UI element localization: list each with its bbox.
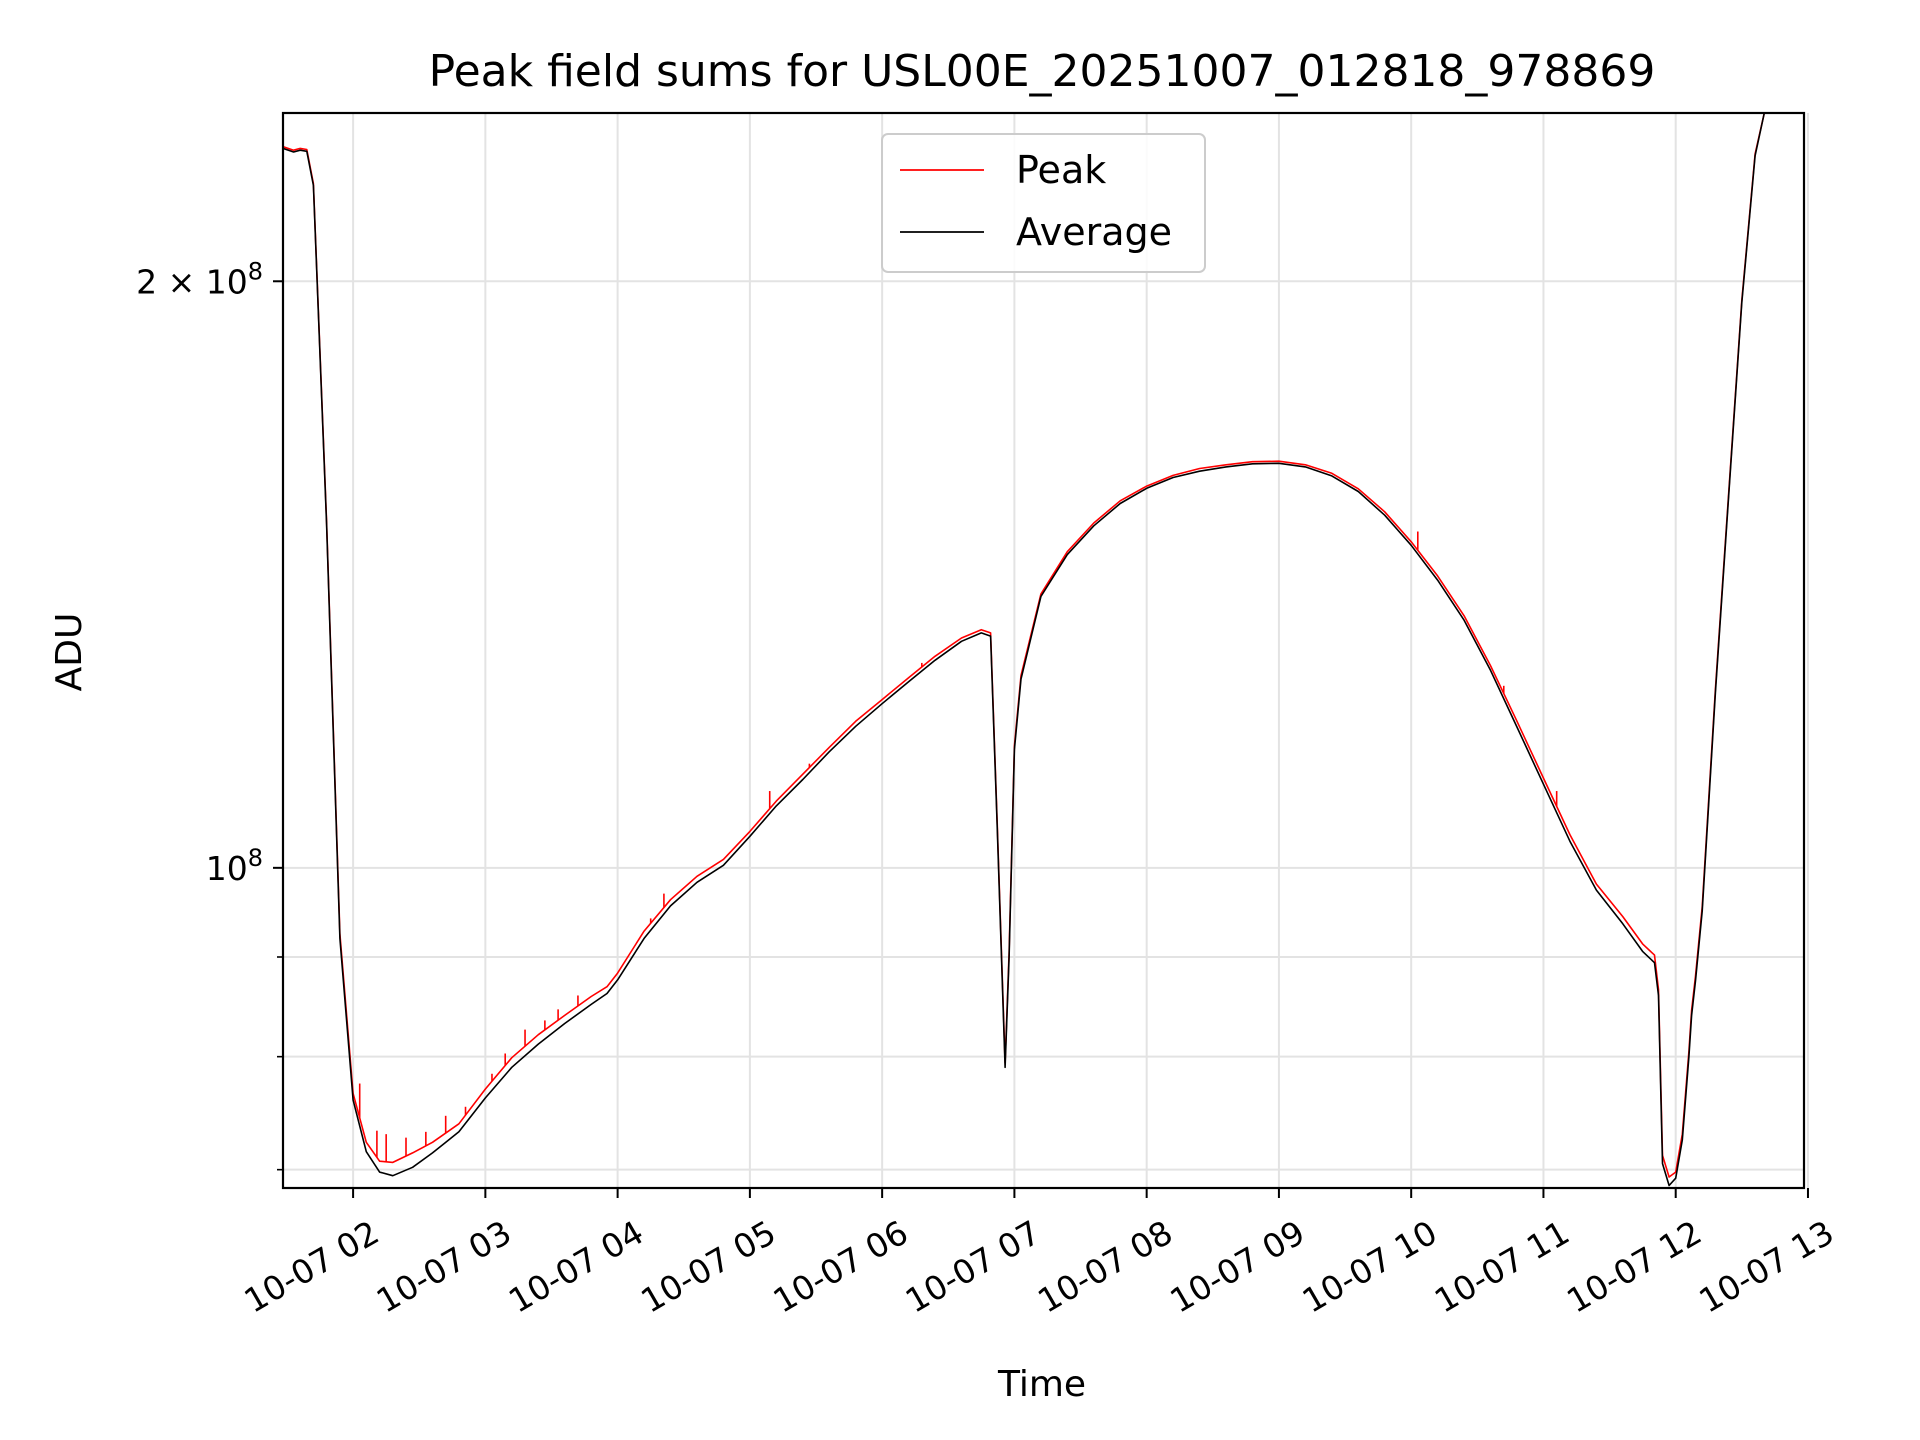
y-tick-label: 2 × 108 [136,257,263,301]
y-axis-label: ADU [49,613,90,692]
x-tick-label: 10-07 03 [370,1213,518,1321]
plot-frame [281,111,1806,1190]
legend-label-average: Average [1016,210,1172,254]
x-tick-label: 10-07 12 [1560,1213,1708,1321]
series-line-average [283,113,1766,1187]
y-axis: 108 2 × 108 [136,257,283,1171]
x-tick-label: 10-07 07 [899,1213,1047,1321]
x-tick-label: 10-07 06 [767,1213,915,1321]
x-axis-label: Time [997,1364,1086,1405]
x-tick-label: 10-07 02 [238,1213,386,1321]
x-tick-label: 10-07 05 [634,1213,782,1321]
chart-title: Peak field sums for USL00E_20251007_0128… [429,46,1656,97]
x-tick-label: 10-07 04 [502,1213,650,1321]
series-layer [283,113,1766,1187]
x-tick-label: 10-07 13 [1692,1213,1840,1321]
x-tick-label: 10-07 09 [1163,1213,1311,1321]
legend-box [881,133,1206,273]
legend: Peak Average [881,133,1206,273]
x-tick-label: 10-07 11 [1428,1213,1576,1321]
x-tick-label: 10-07 10 [1296,1213,1444,1321]
legend-label-peak: Peak [1016,148,1106,192]
grid-layer [283,113,1809,1188]
y-tick-label: 108 [206,844,263,888]
x-tick-label: 10-07 08 [1031,1213,1179,1321]
